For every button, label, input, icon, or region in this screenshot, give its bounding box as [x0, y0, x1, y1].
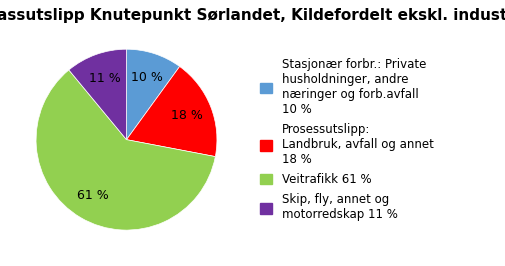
Text: Klimagassutslipp Knutepunkt Sørlandet, Kildefordelt ekskl. industri 2006: Klimagassutslipp Knutepunkt Sørlandet, K… [0, 8, 505, 23]
Wedge shape [126, 49, 179, 140]
Wedge shape [126, 66, 217, 157]
Wedge shape [36, 70, 215, 230]
Text: 11 %: 11 % [88, 72, 120, 85]
Text: 10 %: 10 % [130, 71, 162, 84]
Text: 18 %: 18 % [171, 109, 203, 122]
Text: 61 %: 61 % [77, 189, 109, 202]
Wedge shape [69, 49, 126, 140]
Legend: Stasjonær forbr.: Private
husholdninger, andre
næringer og forb.avfall
10 %, Pro: Stasjonær forbr.: Private husholdninger,… [256, 55, 436, 225]
